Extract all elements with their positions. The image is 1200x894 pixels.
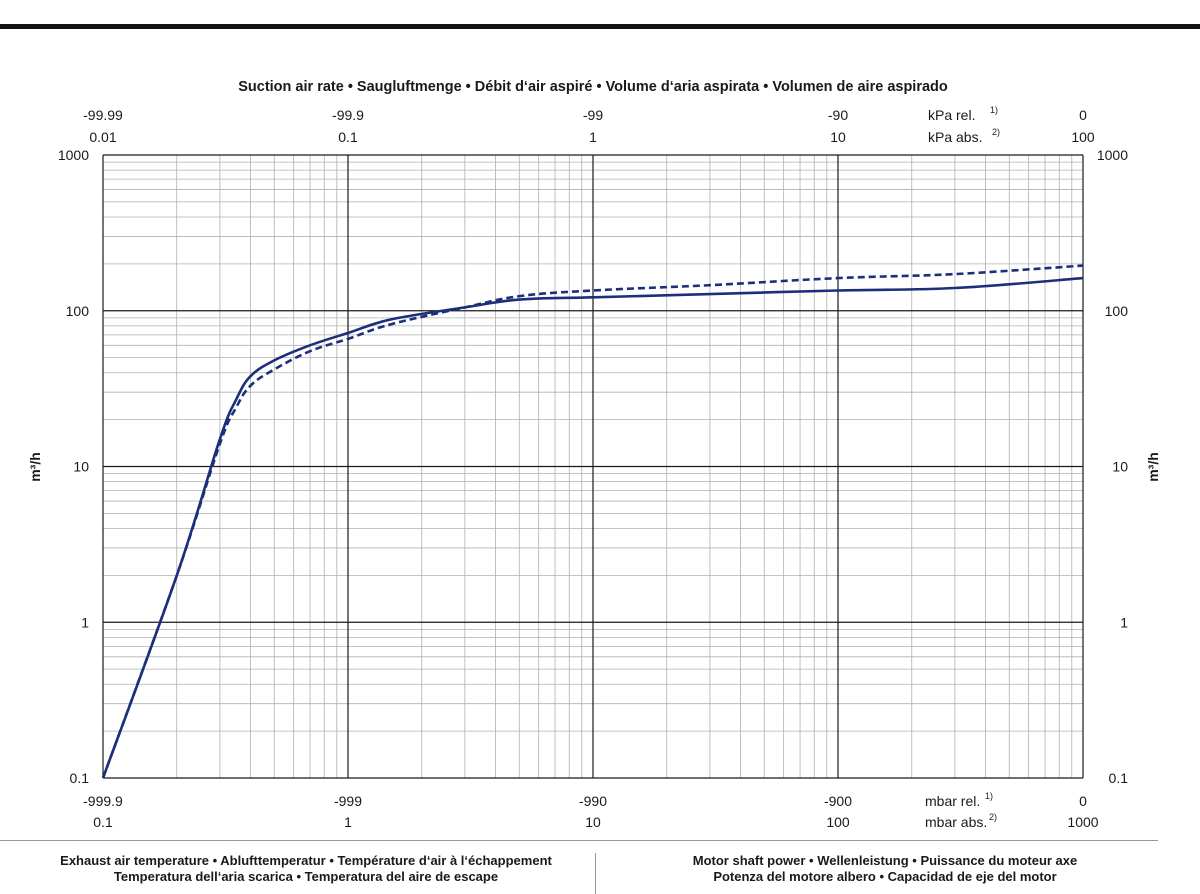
motor-shaft-power-line2: Potenza del motore albero • Capacidad de…: [713, 869, 1057, 884]
top-abs-unit-sup: 2): [992, 127, 1000, 137]
series-dashed: [101, 264, 1084, 779]
bottom-abs-unit-sup: 2): [989, 812, 997, 822]
y-tick-label-right: 1: [1120, 614, 1128, 630]
bottom-rel-unit-sup: 1): [985, 791, 993, 801]
chart-title: Suction air rate • Saugluftmenge • Débit…: [238, 79, 948, 95]
exhaust-temperature-caption: Exhaust air temperature • Ablufttemperat…: [0, 853, 612, 885]
top-rel-tick-label: -90: [828, 107, 848, 123]
top-abs-tick-label: 0.1: [338, 129, 358, 145]
exhaust-temperature-line2: Temperatura dell‘aria scarica • Temperat…: [113, 869, 499, 884]
y-tick-label-left: 0.1: [70, 770, 90, 786]
y-axis-label-right: m³/h: [1145, 452, 1161, 482]
series-solid: [101, 276, 1084, 779]
exhaust-temperature-line1: Exhaust air temperature • Ablufttemperat…: [60, 853, 552, 868]
top-rel-unit: kPa rel.: [928, 107, 975, 123]
y-tick-label-right: 0.1: [1109, 770, 1129, 786]
bottom-abs-tick-label: 1: [344, 814, 352, 830]
bottom-abs-tick-label: 0.1: [93, 814, 113, 830]
top-abs-unit: kPa abs.: [928, 129, 982, 145]
bottom-rel-unit: mbar rel.: [925, 793, 980, 809]
top-abs-tick-label: 100: [1071, 129, 1095, 145]
y-tick-label-left: 10: [73, 459, 89, 475]
top-rule: [0, 24, 1200, 29]
bottom-abs-tick-label: 10: [585, 814, 601, 830]
bottom-rel-tick-label: -990: [579, 793, 607, 809]
top-abs-tick-label: 10: [830, 129, 846, 145]
bottom-rel-tick-label: -900: [824, 793, 852, 809]
grid-major: [102, 154, 1084, 779]
series-layer: [101, 264, 1084, 779]
top-rel-tick-label: 0: [1079, 107, 1087, 123]
top-rel-tick-label: -99.9: [332, 107, 364, 123]
top-abs-tick-label: 0.01: [89, 129, 116, 145]
y-tick-label-left: 1000: [58, 147, 89, 163]
bottom-abs-tick-label: 1000: [1067, 814, 1098, 830]
motor-shaft-power-line1: Motor shaft power • Wellenleistung • Pui…: [692, 853, 1078, 868]
motor-shaft-power-caption: Motor shaft power • Wellenleistung • Pui…: [612, 853, 1158, 885]
bottom-rel-tick-label: 0: [1079, 793, 1087, 809]
bottom-rel-tick-label: -999.9: [83, 793, 123, 809]
bottom-abs-tick-label: 100: [826, 814, 850, 830]
y-tick-label-left: 1: [81, 614, 89, 630]
bottom-rule: [0, 840, 1158, 841]
y-tick-label-right: 1000: [1097, 147, 1128, 163]
footer-divider: [595, 853, 596, 894]
labels-layer: Suction air rate • Saugluftmenge • Débit…: [27, 79, 1161, 830]
y-tick-label-left: 100: [66, 303, 90, 319]
y-axis-label-left: m³/h: [27, 452, 43, 482]
bottom-abs-unit: mbar abs.: [925, 814, 987, 830]
y-tick-label-right: 10: [1112, 459, 1128, 475]
bottom-rel-tick-label: -999: [334, 793, 362, 809]
top-abs-tick-label: 1: [589, 129, 597, 145]
top-rel-tick-label: -99: [583, 107, 603, 123]
top-rel-tick-label: -99.99: [83, 107, 123, 123]
y-tick-label-right: 100: [1105, 303, 1129, 319]
top-rel-unit-sup: 1): [990, 105, 998, 115]
